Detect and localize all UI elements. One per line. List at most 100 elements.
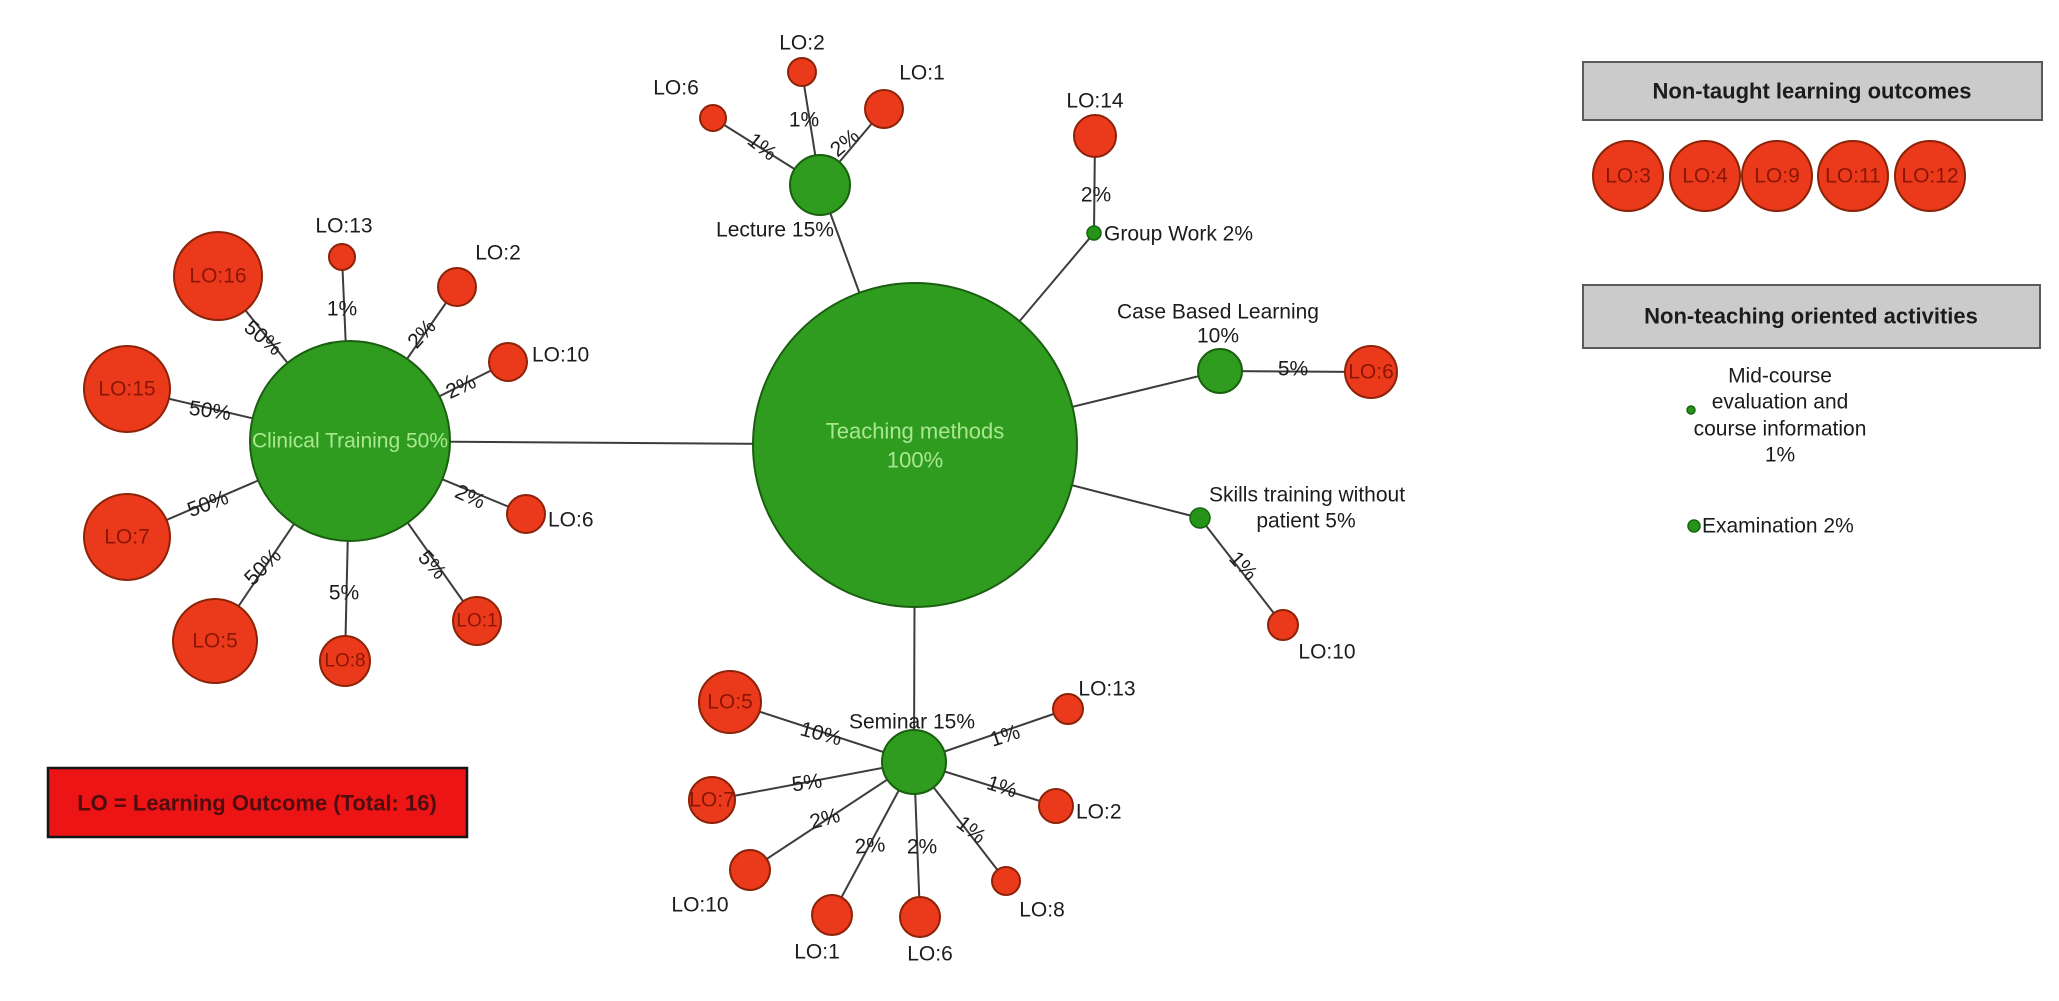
edge-label-lecture-lo1: 2%	[826, 124, 864, 161]
edge-label-groupwork-lo14: 2%	[1081, 184, 1111, 207]
lo5-clinical-label: LO:5	[192, 630, 238, 653]
node-lo7-clinical	[83, 493, 171, 581]
non-teaching-legend-title: Non-teaching oriented activities	[1644, 304, 1978, 329]
lo8-clinical-label: LO:8	[324, 651, 365, 672]
edge-label-seminar-lo10: 2%	[807, 804, 842, 834]
legend-circle-lo4	[1669, 140, 1741, 212]
lo2-clinical-label: LO:2	[475, 242, 521, 265]
node-lo5-clinical	[172, 598, 258, 684]
node-lo1-clinical	[452, 596, 502, 646]
edge-label-clinical-lo5: 50%	[240, 544, 286, 590]
teaching-methods-label-line2: 100%	[887, 448, 943, 473]
lecture-label: Lecture 15%	[716, 219, 834, 242]
node-lo10-skills	[1267, 609, 1299, 641]
node-lo10-clinical	[488, 342, 528, 382]
non-teaching-legend-box	[1582, 284, 2041, 349]
edge-line	[1199, 517, 1284, 626]
lo2-seminar-label: LO:2	[1076, 801, 1122, 824]
node-lo6-clinical	[506, 494, 546, 534]
mid-course-label-line1: Mid-course	[1728, 365, 1832, 388]
node-case-based-learning	[1197, 348, 1243, 394]
node-lo6-case	[1344, 345, 1398, 399]
node-lo6-seminar	[899, 896, 941, 938]
non-taught-legend-title: Non-taught learning outcomes	[1653, 79, 1972, 104]
node-lo7-seminar	[688, 776, 736, 824]
legend-circle-lo12	[1894, 140, 1966, 212]
mid-course-label-line2: evaluation and	[1712, 391, 1849, 414]
edge-label-clinical-lo1: 5%	[413, 546, 450, 584]
node-lo5-seminar	[698, 670, 762, 734]
node-lo6-lecture	[699, 104, 727, 132]
skills-training-label-line2: patient 5%	[1256, 510, 1355, 533]
lo-note-box	[46, 766, 469, 839]
node-seminar	[881, 729, 947, 795]
edge-label-clinical-lo2: 2%	[403, 315, 440, 353]
legend-circle-lo3	[1592, 140, 1664, 212]
legend-lo11-label: LO:11	[1825, 165, 1881, 188]
seminar-label: Seminar 15%	[849, 711, 975, 734]
lo6-clinical-label: LO:6	[548, 509, 594, 532]
legend-circle-lo11	[1817, 140, 1889, 212]
lo8-seminar-label: LO:8	[1019, 899, 1065, 922]
non-taught-legend-box	[1582, 61, 2043, 121]
mid-course-label-line3: course information	[1694, 418, 1867, 441]
node-clinical-training	[249, 340, 451, 542]
dot-group-work	[1086, 225, 1102, 241]
lo15-clinical-label: LO:15	[98, 378, 155, 401]
edge-label-seminar-lo2: 1%	[984, 771, 1020, 802]
mid-course-label-line4: 1%	[1765, 444, 1795, 467]
edge-label-lecture-lo2: 1%	[789, 109, 819, 132]
edge-label-clinical-lo13: 1%	[327, 298, 357, 321]
case-based-learning-pct: 10%	[1197, 325, 1239, 348]
lo1-seminar-label: LO:1	[794, 941, 840, 964]
node-lo1-lecture	[864, 89, 904, 129]
edge-label-seminar-lo5: 10%	[798, 717, 845, 750]
edge-label-seminar-lo7: 5%	[790, 769, 823, 796]
dot-examination	[1687, 519, 1701, 533]
lo5-seminar-label: LO:5	[707, 691, 753, 714]
lo1-lecture-label: LO:1	[899, 62, 945, 85]
edge-label-clinical-lo7: 50%	[184, 486, 231, 522]
node-lo8-seminar	[991, 866, 1021, 896]
lo6-lecture-label: LO:6	[653, 77, 699, 100]
lo2-lecture-label: LO:2	[779, 32, 825, 55]
node-lo15-clinical	[83, 345, 171, 433]
node-lo16-clinical	[173, 231, 263, 321]
case-based-learning-label: Case Based Learning	[1117, 301, 1319, 324]
node-lo13-seminar	[1052, 693, 1084, 725]
node-lo14-groupwork	[1073, 114, 1117, 158]
edge-label-skills-lo10: 1%	[1224, 547, 1261, 585]
node-lo2-clinical	[437, 267, 477, 307]
edge-label-seminar-lo1: 2%	[854, 833, 886, 859]
lo7-seminar-label: LO:7	[689, 789, 735, 812]
lo13-seminar-label: LO:13	[1078, 678, 1135, 701]
lo1-clinical-label: LO:1	[456, 611, 497, 632]
shapes-layer	[46, 57, 2043, 938]
dot-skills-training	[1189, 507, 1211, 529]
edge-label-seminar-lo6: 2%	[907, 836, 937, 859]
edge-label-clinical-lo8: 5%	[329, 582, 359, 605]
node-teaching-methods	[752, 282, 1078, 608]
legend-lo9-label: LO:9	[1754, 165, 1800, 188]
node-lo13-clinical	[328, 243, 356, 271]
node-lo1-seminar	[811, 894, 853, 936]
clinical-training-label: Clinical Training 50%	[252, 430, 448, 453]
lo10-clinical-label: LO:10	[532, 344, 589, 367]
lo7-clinical-label: LO:7	[104, 526, 150, 549]
group-work-label: Group Work 2%	[1104, 223, 1253, 246]
legend-lo4-label: LO:4	[1682, 165, 1728, 188]
node-lo2-lecture	[787, 57, 817, 87]
lo-note-text: LO = Learning Outcome (Total: 16)	[77, 791, 437, 816]
lo10-seminar-label: LO:10	[671, 894, 728, 917]
lo6-case-label: LO:6	[1348, 361, 1394, 384]
legend-lo3-label: LO:3	[1605, 165, 1651, 188]
edge-label-clinical-lo15: 50%	[188, 397, 233, 426]
lo13-clinical-label: LO:13	[315, 215, 372, 238]
node-lo2-seminar	[1038, 788, 1074, 824]
edge-label-case-lo6: 5%	[1278, 358, 1308, 381]
node-lo10-seminar	[729, 849, 771, 891]
teaching-methods-label-line1: Teaching methods	[826, 419, 1005, 444]
dot-mid-course	[1686, 405, 1696, 415]
legend-lo12-label: LO:12	[1901, 165, 1958, 188]
